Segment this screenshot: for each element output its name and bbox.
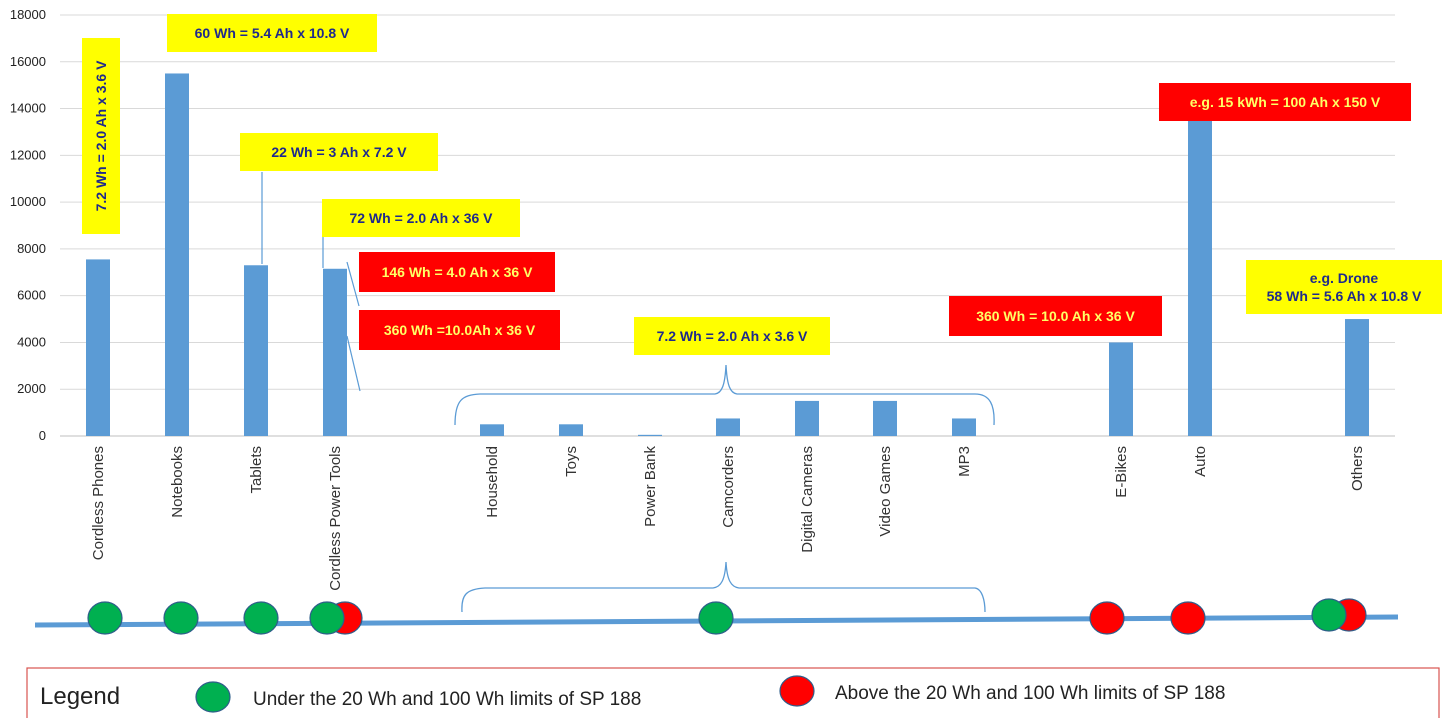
bars <box>86 73 1369 437</box>
bar-others <box>1345 319 1369 436</box>
annotation-box <box>1159 83 1411 121</box>
annotation-box <box>359 252 555 292</box>
x-axis-labels: Cordless Phones Notebooks Tablets Cordless … <box>90 446 1366 591</box>
red-marker <box>1170 601 1206 635</box>
x-label-mp3: MP3 <box>956 446 973 477</box>
legend-green-marker <box>195 681 231 713</box>
annotation-text: 60 Wh = 5.4 Ah x 10.8 V <box>195 25 350 41</box>
x-label-power-bank: Power Bank <box>642 446 659 527</box>
bar-household <box>480 424 504 436</box>
legend-box <box>26 667 1440 718</box>
bar-mp3 <box>952 418 976 436</box>
y-tick-label: 4000 <box>17 334 46 349</box>
y-tick-label: 18000 <box>10 7 46 22</box>
annotation-3: 22 Wh = 3 Ah x 7.2 V <box>240 133 438 171</box>
green-marker <box>1311 598 1347 632</box>
annotation-2: 60 Wh = 5.4 Ah x 10.8 V <box>167 14 377 52</box>
bar-power-bank <box>638 434 662 436</box>
annotation-text: 58 Wh = 5.6 Ah x 10.8 V <box>1267 288 1422 304</box>
annotation-text: e.g. 15 kWh = 100 Ah x 150 V <box>1190 94 1381 110</box>
legend-item-label: Under the 20 Wh and 100 Wh limits of SP … <box>253 689 641 710</box>
annotation-10: e.g. Drone 58 Wh = 5.6 Ah x 10.8 V <box>1246 260 1442 314</box>
annotation-text: 22 Wh = 3 Ah x 7.2 V <box>271 144 407 160</box>
x-label-notebooks: Notebooks <box>169 446 186 518</box>
y-tick-label: 16000 <box>10 54 46 69</box>
annotation-box <box>82 38 120 234</box>
x-label-cordless-power-tools: Cordless Power Tools <box>327 446 344 591</box>
bottom-brace <box>461 561 986 613</box>
x-label-digital-cameras: Digital Cameras <box>799 446 816 553</box>
x-label-others: Others <box>1349 446 1366 491</box>
red-marker <box>1089 601 1125 635</box>
bar-cordless-phones <box>86 259 110 436</box>
annotation-connector <box>346 335 361 392</box>
annotation-text: 360 Wh =10.0Ah x 36 V <box>384 322 536 338</box>
bar-notebooks <box>165 73 189 436</box>
legend-item-label: Above the 20 Wh and 100 Wh limits of SP … <box>835 683 1225 704</box>
x-label-tablets: Tablets <box>248 446 265 494</box>
annotation-9: e.g. 15 kWh = 100 Ah x 150 V <box>1159 83 1411 121</box>
y-tick-label: 12000 <box>10 147 46 162</box>
bar-toys <box>559 424 583 436</box>
bar-auto <box>1188 115 1212 437</box>
green-marker <box>87 601 123 635</box>
x-label-video-games: Video Games <box>877 446 894 537</box>
annotation-box <box>167 14 377 52</box>
annotation-box <box>949 296 1162 336</box>
annotation-box <box>634 317 830 355</box>
legend-red-marker <box>779 675 815 707</box>
annotation-7: 7.2 Wh = 2.0 Ah x 3.6 V <box>634 317 830 355</box>
y-tick-label: 8000 <box>17 241 46 256</box>
green-marker <box>309 601 345 635</box>
y-tick-label: 6000 <box>17 288 46 303</box>
green-marker <box>163 601 199 635</box>
annotation-text: e.g. Drone <box>1310 270 1379 286</box>
x-label-e-bikes: E-Bikes <box>1113 446 1130 498</box>
x-label-cordless-phones: Cordless Phones <box>90 446 107 560</box>
top-brace <box>454 364 995 426</box>
green-marker <box>698 601 734 635</box>
annotation-5: 146 Wh = 4.0 Ah x 36 V <box>359 252 555 292</box>
annotation-text: 146 Wh = 4.0 Ah x 36 V <box>382 264 533 280</box>
x-label-household: Household <box>484 446 501 518</box>
green-marker <box>243 601 279 635</box>
x-label-camcorders: Camcorders <box>720 446 737 528</box>
annotation-8: 360 Wh = 10.0 Ah x 36 V <box>949 296 1162 336</box>
y-tick-label: 2000 <box>17 381 46 396</box>
annotation-text: 72 Wh = 2.0 Ah x 36 V <box>349 210 493 226</box>
annotation-box <box>359 310 560 350</box>
bar-tablets <box>244 265 268 436</box>
annotation-box <box>240 133 438 171</box>
bar-video-games <box>873 400 897 436</box>
legend: Legend Under the 20 Wh and 100 Wh limits … <box>26 667 1440 718</box>
y-tick-label: 0 <box>39 428 46 443</box>
annotation-connector <box>346 261 360 307</box>
annotation-box <box>322 199 520 237</box>
bar-e-bikes <box>1109 342 1133 436</box>
legend-title: Legend <box>40 683 120 710</box>
x-label-auto: Auto <box>1192 446 1209 477</box>
bar-cordless-power-tools <box>323 268 347 436</box>
group-braces <box>454 364 995 613</box>
x-label-toys: Toys <box>563 446 580 477</box>
y-axis-ticks: 0 2000 4000 6000 8000 10000 12000 14000 16000 180… <box>10 7 46 443</box>
bar-camcorders <box>716 418 740 436</box>
annotation-box <box>1246 260 1442 314</box>
y-tick-label: 10000 <box>10 194 46 209</box>
annotations: 7.2 Wh = 2.0 Ah x 3.6 V 60 Wh = 5.4 Ah x … <box>82 14 1442 355</box>
timeline <box>34 598 1399 635</box>
annotation-6: 360 Wh =10.0Ah x 36 V <box>359 310 560 350</box>
annotation-text: 7.2 Wh = 2.0 Ah x 3.6 V <box>93 60 109 211</box>
bar-digital-cameras <box>795 400 819 436</box>
annotation-4: 72 Wh = 2.0 Ah x 36 V <box>322 199 520 237</box>
y-tick-label: 14000 <box>10 101 46 116</box>
annotation-text: 360 Wh = 10.0 Ah x 36 V <box>976 308 1135 324</box>
annotation-text: 7.2 Wh = 2.0 Ah x 3.6 V <box>657 328 808 344</box>
annotation-1: 7.2 Wh = 2.0 Ah x 3.6 V <box>82 38 120 234</box>
